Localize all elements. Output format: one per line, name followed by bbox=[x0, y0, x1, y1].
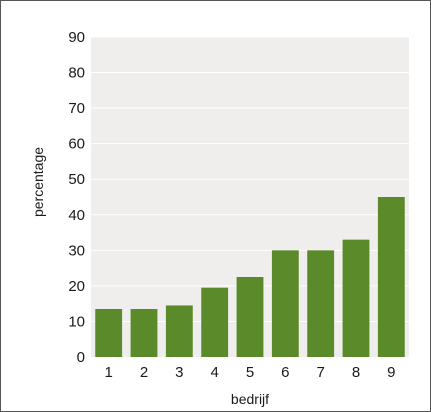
y-tick-label: 30 bbox=[68, 242, 85, 259]
y-tick-label: 90 bbox=[68, 29, 85, 46]
x-tick-label: 3 bbox=[175, 364, 183, 381]
x-tick-label: 2 bbox=[140, 364, 148, 381]
x-tick-label: 4 bbox=[210, 364, 218, 381]
x-axis-ticks: 1 2 3 4 5 6 7 8 9 bbox=[104, 364, 395, 381]
bar-3 bbox=[165, 305, 193, 357]
x-tick-label: 7 bbox=[316, 364, 324, 381]
y-axis-ticks: 0 10 20 30 40 50 60 70 80 90 bbox=[68, 29, 85, 366]
y-tick-label: 50 bbox=[68, 171, 85, 188]
x-tick-label: 6 bbox=[281, 364, 289, 381]
y-tick-label: 0 bbox=[77, 349, 85, 366]
bar-5 bbox=[236, 277, 264, 357]
y-tick-label: 60 bbox=[68, 136, 85, 153]
y-tick-label: 10 bbox=[68, 313, 85, 330]
y-tick-label: 40 bbox=[68, 207, 85, 224]
bars bbox=[95, 197, 405, 357]
y-tick-label: 80 bbox=[68, 65, 85, 82]
y-tick-label: 20 bbox=[68, 278, 85, 295]
x-tick-label: 1 bbox=[104, 364, 112, 381]
x-tick-label: 8 bbox=[352, 364, 360, 381]
y-tick-label: 70 bbox=[68, 100, 85, 117]
bar-7 bbox=[307, 250, 335, 357]
bar-4 bbox=[201, 287, 229, 357]
bar-8 bbox=[342, 239, 370, 357]
bar-6 bbox=[271, 250, 299, 357]
x-tick-label: 9 bbox=[387, 364, 395, 381]
bar-2 bbox=[130, 309, 158, 357]
x-tick-label: 5 bbox=[246, 364, 254, 381]
bar-1 bbox=[95, 309, 123, 357]
bar-9 bbox=[377, 197, 405, 357]
x-axis-label: bedrijf bbox=[231, 391, 269, 407]
y-axis-label: percentage bbox=[30, 147, 46, 217]
